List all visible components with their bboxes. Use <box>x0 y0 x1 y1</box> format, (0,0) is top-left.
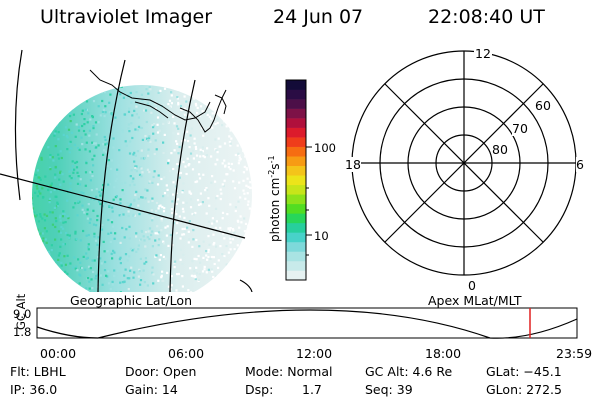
colorbar-cell <box>286 203 306 214</box>
colorbar-cell <box>286 251 306 262</box>
colorbar-cell <box>286 165 306 176</box>
colorbar-cell <box>286 213 306 224</box>
colorbar-cell <box>286 241 306 252</box>
colorbar-cell <box>286 194 306 205</box>
colorbar-cell <box>286 127 306 138</box>
colorbar-cell <box>286 222 306 233</box>
colorbar-cell <box>286 99 306 109</box>
mlt-label-18: 18 <box>345 157 361 172</box>
colorbar-tick-100: 100 <box>314 141 336 155</box>
colorbar-cell <box>286 156 306 167</box>
flight-filter: Flt: LBHL <box>10 364 66 379</box>
altplot-xtick-2359: 23:59 <box>556 346 593 361</box>
mlat-label-80: 80 <box>492 142 508 157</box>
date-label: 24 Jun 07 <box>273 6 364 28</box>
gc-altitude: GC Alt: 4.6 Re <box>365 364 453 379</box>
geographic-latitude: GLat: −45.1 <box>486 364 562 379</box>
magnetic-polar-plot <box>351 50 577 276</box>
mlat-label-60: 60 <box>535 98 551 113</box>
colorbar-cell <box>286 108 306 119</box>
apex-label: Apex MLat/MLT <box>428 293 522 308</box>
gc-altitude-plot <box>36 307 578 339</box>
colorbar-cell <box>286 232 306 243</box>
geographic-label: Geographic Lat/Lon <box>70 293 192 308</box>
mlt-label-6: 6 <box>576 157 584 172</box>
geographic-longitude: GLon: 272.5 <box>486 382 562 397</box>
emission-disk <box>32 85 252 292</box>
altplot-xtick-0000: 00:00 <box>40 346 77 361</box>
coastline-overlay <box>89 69 227 133</box>
colorbar-cell <box>286 184 306 195</box>
colorbar-cell <box>286 260 306 271</box>
graticule <box>0 49 253 292</box>
mode-value: Mode: Normal <box>245 364 333 379</box>
altplot-ytick-bottom: 1.8 <box>13 325 32 339</box>
mlat-label-70: 70 <box>512 121 528 136</box>
mlt-label-0: 0 <box>468 278 476 293</box>
door-status: Door: Open <box>125 364 197 379</box>
altplot-ytick-top: 9.0 <box>13 307 32 321</box>
sequence-number: Seq: 39 <box>365 382 413 397</box>
dsp-label: Dsp: <box>245 382 274 397</box>
altplot-xtick-1200: 12:00 <box>296 346 333 361</box>
colorbar-cell <box>286 270 306 281</box>
altplot-xtick-0600: 06:00 <box>168 346 205 361</box>
time-label: 22:08:40 UT <box>428 6 545 28</box>
colorbar-cell <box>286 146 306 157</box>
ip-value: IP: 36.0 <box>10 382 58 397</box>
instrument-title: Ultraviolet Imager <box>40 6 213 28</box>
gain-value: Gain: 14 <box>125 382 178 397</box>
colorbar-cell <box>286 118 306 128</box>
color-scale-bar <box>285 79 312 281</box>
colorbar-cell <box>286 89 306 100</box>
colorbar-cell <box>286 137 306 147</box>
colorbar-cell <box>286 80 306 90</box>
colorbar-cell <box>286 175 306 186</box>
mlt-label-12: 12 <box>474 46 492 61</box>
colorbar-tick-10: 10 <box>314 229 329 243</box>
uv-image-panel <box>0 49 253 292</box>
altplot-xtick-1800: 18:00 <box>425 346 462 361</box>
colorbar-unit-label: photon cm-2s-1 <box>267 155 282 242</box>
dsp-value: 1.7 <box>302 382 322 397</box>
